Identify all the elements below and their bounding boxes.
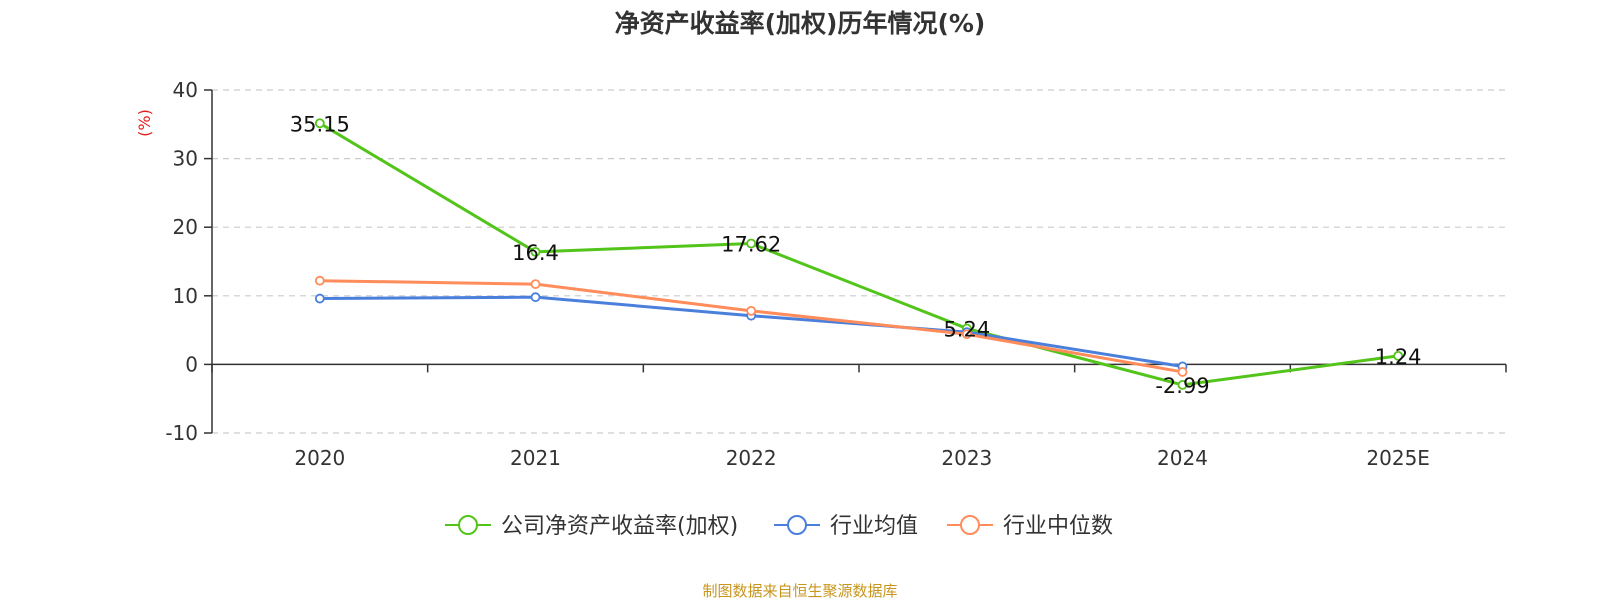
data-point xyxy=(1177,380,1188,390)
data-point xyxy=(1393,350,1404,361)
data-label: 17.62 xyxy=(721,233,781,257)
series-line xyxy=(319,279,1183,374)
data-label: 16.4 xyxy=(512,241,559,265)
y-tick-label: 30 xyxy=(173,147,198,171)
data-source-note: 制图数据来自恒生聚源数据库 xyxy=(702,582,898,600)
x-tick-label: 2021 xyxy=(510,446,561,470)
data-label: -2.99 xyxy=(1155,374,1209,398)
data-label: 35.15 xyxy=(290,112,350,136)
legend: 公司净资产收益率(加权) 行业均值 行业中位数 xyxy=(445,514,1113,539)
legend-label: 公司净资产收益率(加权) xyxy=(501,514,738,539)
grid-lines xyxy=(212,89,1506,434)
y-tick-label: 40 xyxy=(173,78,198,102)
data-point xyxy=(746,238,757,249)
data-point xyxy=(530,292,541,303)
data-point xyxy=(314,118,325,129)
data-label: 1.24 xyxy=(1375,345,1422,369)
legend-label: 行业中位数 xyxy=(1003,514,1113,539)
y-tick-label: 20 xyxy=(173,215,198,239)
legend-label: 行业均值 xyxy=(830,514,918,539)
data-point xyxy=(314,275,325,286)
series-line xyxy=(319,121,1399,387)
legend-marker xyxy=(960,515,980,535)
data-point xyxy=(1177,367,1188,377)
x-tick-label: 2022 xyxy=(726,446,777,470)
y-tick-label: -10 xyxy=(165,421,198,445)
x-tick-label: 2020 xyxy=(294,446,345,470)
legend-marker xyxy=(787,515,807,535)
y-axis-unit: (%) xyxy=(135,109,154,137)
data-point xyxy=(530,246,541,257)
legend-marker xyxy=(458,515,478,535)
y-tick-label: 10 xyxy=(173,284,198,308)
x-tick-label: 2024 xyxy=(1157,446,1208,470)
axes: 40 30 20 10 0 -10 2020 2021 2022 2023 2024 2025E (%) xyxy=(135,78,1507,470)
data-point xyxy=(314,293,325,304)
data-point xyxy=(530,279,541,290)
data-point xyxy=(746,305,757,316)
x-tick-label: 2023 xyxy=(941,446,992,470)
data-point xyxy=(961,329,972,340)
series-lines xyxy=(314,118,1404,390)
chart-title: 净资产收益率(加权)历年情况(%) xyxy=(614,9,986,38)
y-tick-label: 0 xyxy=(185,352,198,376)
data-label: 5.24 xyxy=(943,317,990,341)
x-tick-label: 2025E xyxy=(1366,446,1430,470)
data-labels: 35.15 16.4 17.62 5.24 -2.99 1.24 xyxy=(290,112,1422,398)
